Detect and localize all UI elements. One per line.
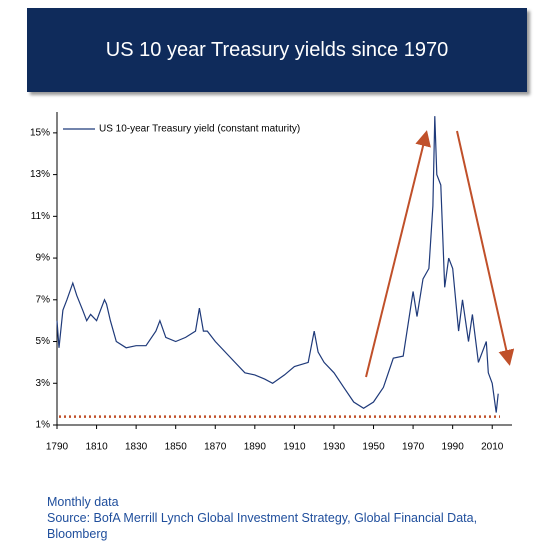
y-tick-label: 9% — [36, 253, 51, 264]
x-tick-label: 1810 — [85, 442, 108, 453]
title-banner: US 10 year Treasury yields since 1970 — [27, 8, 527, 92]
y-tick-label: 1% — [36, 420, 51, 431]
x-tick-label: 1910 — [283, 442, 306, 453]
y-tick-label: 7% — [36, 294, 51, 305]
footnotes: Monthly data Source: BofA Merrill Lynch … — [47, 494, 507, 542]
legend-label: US 10-year Treasury yield (constant matu… — [99, 124, 300, 135]
x-tick-label: 1850 — [165, 442, 188, 453]
trend-arrow — [456, 130, 515, 366]
x-tick-label: 1970 — [402, 442, 425, 453]
x-tick-label: 1930 — [323, 442, 346, 453]
x-tick-label: 1830 — [125, 442, 148, 453]
x-tick-label: 2010 — [481, 442, 504, 453]
y-tick-label: 15% — [30, 128, 50, 139]
x-tick-label: 1870 — [204, 442, 227, 453]
x-tick-label: 1790 — [46, 442, 69, 453]
trend-arrow — [365, 130, 431, 378]
chart-title: US 10 year Treasury yields since 1970 — [105, 38, 449, 61]
footnote: Monthly data — [47, 495, 119, 509]
x-tick-label: 1990 — [442, 442, 465, 453]
y-tick-label: 3% — [36, 378, 51, 389]
footnote: Source: BofA Merrill Lynch Global Invest… — [47, 511, 478, 541]
y-tick-label: 11% — [31, 211, 50, 222]
y-tick-label: 13% — [30, 169, 50, 180]
x-tick-label: 1950 — [362, 442, 385, 453]
y-tick-label: 5% — [36, 336, 51, 347]
series-line — [56, 116, 499, 413]
x-tick-label: 1890 — [244, 442, 267, 453]
